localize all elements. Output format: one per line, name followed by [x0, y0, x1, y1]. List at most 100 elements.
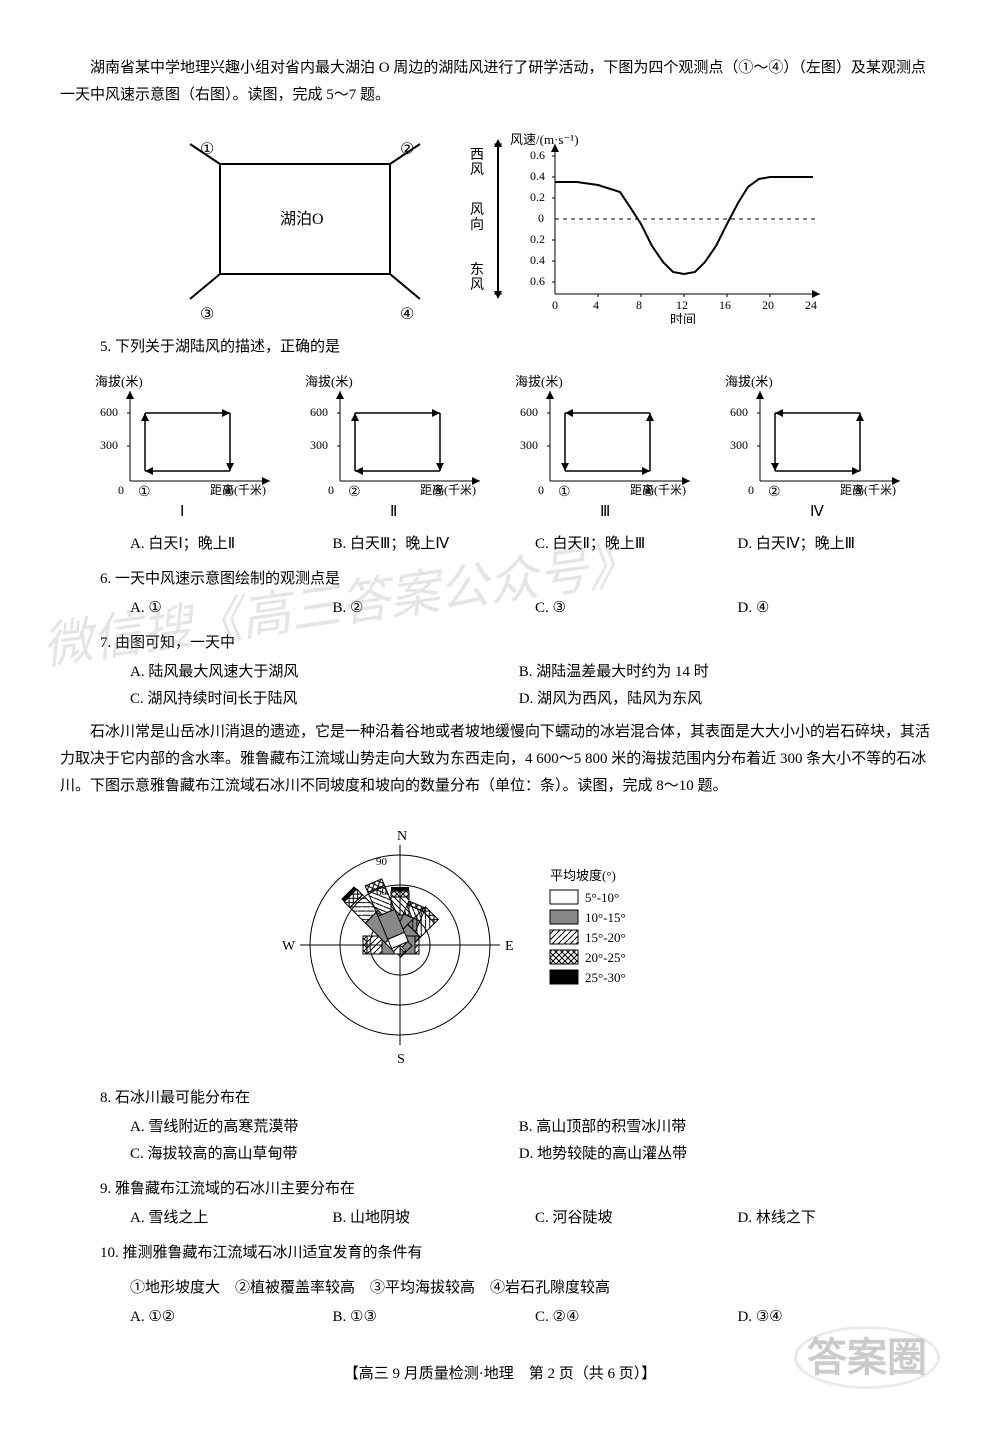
svg-text:600: 600 — [730, 405, 748, 419]
q5-D: D. 白天Ⅳ；晚上Ⅲ — [738, 531, 941, 558]
q7-D: D. 湖风为西风，陆风为东风 — [519, 686, 908, 713]
mini-chart-4: 海拔(米) 600 300 0 距离(千米) ② ③ Ⅳ — [720, 371, 910, 521]
lake-figure: ① ② ③ ④ 湖泊O — [160, 124, 440, 324]
svg-text:海拔(米): 海拔(米) — [305, 374, 353, 389]
q5-stem: 5. 下列关于湖陆风的描述，正确的是 — [100, 334, 940, 361]
q7-A: A. 陆风最大风速大于湖风 — [130, 659, 519, 686]
rose-figure: N E S W 30 60 90 — [250, 815, 750, 1075]
marker-1: ① — [200, 141, 214, 158]
rose-legend: 平均坡度(°) 5°-10° 10°-15° 15°-20° 20°-25° 2… — [550, 868, 626, 985]
svg-text:0: 0 — [118, 483, 124, 497]
wind-chart: 西 风 风 向 东 风 风速/(m·s⁻¹) 0.6 0.4 0.2 0 0.2… — [460, 124, 840, 324]
svg-text:0.6: 0.6 — [530, 274, 545, 288]
svg-text:25°-30°: 25°-30° — [585, 970, 626, 985]
y-ticks: 0.6 0.4 0.2 0 0.2 0.4 0.6 — [530, 148, 555, 288]
svg-text:12: 12 — [676, 298, 688, 312]
svg-text:10°-15°: 10°-15° — [585, 910, 626, 925]
q6-D: D. ④ — [738, 595, 941, 622]
svg-text:0: 0 — [538, 483, 544, 497]
svg-text:距离(千米): 距离(千米) — [840, 482, 896, 497]
q10-stem: 10. 推测雅鲁藏布江流域石冰川适宜发育的条件有 — [100, 1240, 940, 1267]
q5-C: C. 白天Ⅱ；晚上Ⅲ — [535, 531, 738, 558]
q10-sub: ①地形坡度大 ②植被覆盖率较高 ③平均海拔较高 ④岩石孔隙度较高 — [130, 1275, 940, 1302]
fig-row-2: N E S W 30 60 90 — [60, 815, 940, 1075]
q6-C: C. ③ — [535, 595, 738, 622]
q9-A: A. 雪线之上 — [130, 1205, 333, 1232]
q7-C: C. 湖风持续时间长于陆风 — [130, 686, 519, 713]
lake-label: 湖泊O — [280, 210, 324, 228]
y-mid: 风 — [470, 203, 484, 218]
q9-D: D. 林线之下 — [738, 1205, 941, 1232]
x-ticks: 0 4 8 12 16 20 24 — [552, 294, 817, 312]
svg-text:600: 600 — [310, 405, 328, 419]
q5-A: A. 白天Ⅰ；晚上Ⅱ — [130, 531, 333, 558]
svg-text:②: ② — [768, 485, 781, 500]
svg-text:0.2: 0.2 — [530, 190, 545, 204]
svg-text:8: 8 — [636, 298, 642, 312]
svg-text:5°-10°: 5°-10° — [585, 890, 619, 905]
svg-text:0.4: 0.4 — [530, 169, 545, 183]
svg-text:0: 0 — [538, 211, 544, 225]
mini-chart-3: 海拔(米) 600 300 0 距离(千米) ① ④ Ⅲ — [510, 371, 700, 521]
svg-text:平均坡度(°): 平均坡度(°) — [550, 868, 616, 883]
q5-B: B. 白天Ⅲ；晚上Ⅳ — [333, 531, 536, 558]
svg-text:W: W — [282, 939, 296, 954]
svg-text:S: S — [397, 1052, 405, 1067]
q6-options: A. ① B. ② C. ③ D. ④ — [130, 595, 940, 622]
svg-text:海拔(米): 海拔(米) — [725, 374, 773, 389]
q9-options: A. 雪线之上 B. 山地阴坡 C. 河谷陡坡 D. 林线之下 — [130, 1205, 940, 1232]
q10-B: B. ①③ — [333, 1304, 536, 1331]
q7-B: B. 湖陆温差最大时约为 14 时 — [519, 659, 908, 686]
mini-chart-2: 海拔(米) 600 300 0 距离(千米) ② ③ Ⅱ — [300, 371, 490, 521]
svg-text:N: N — [397, 829, 407, 844]
intro-text-2: 石冰川常是山岳冰川消退的遗迹，它是一种沿着谷地或者坡地缓慢向下蠕动的冰岩混合体，… — [60, 719, 940, 800]
svg-text:Ⅰ: Ⅰ — [180, 504, 184, 520]
svg-text:④: ④ — [642, 485, 655, 500]
q7-options: A. 陆风最大风速大于湖风 B. 湖陆温差最大时约为 14 时 C. 湖风持续时… — [130, 659, 940, 713]
svg-text:90: 90 — [376, 856, 388, 868]
svg-text:Ⅲ: Ⅲ — [600, 504, 610, 520]
svg-text:④: ④ — [222, 485, 235, 500]
svg-text:0.4: 0.4 — [530, 253, 545, 267]
svg-text:300: 300 — [310, 438, 328, 452]
svg-text:距离(千米): 距离(千米) — [630, 482, 686, 497]
q6-stem: 6. 一天中风速示意图绘制的观测点是 — [100, 566, 940, 593]
q10-A: A. ①② — [130, 1304, 333, 1331]
q9-B: B. 山地阴坡 — [333, 1205, 536, 1232]
svg-text:0: 0 — [328, 483, 334, 497]
marker-3: ③ — [200, 306, 214, 323]
svg-text:距离(千米): 距离(千米) — [420, 482, 476, 497]
intro-text-1: 湖南省某中学地理兴趣小组对省内最大湖泊 O 周边的湖陆风进行了研学活动，下图为四… — [60, 55, 940, 109]
q8-A: A. 雪线附近的高寒荒漠带 — [130, 1114, 519, 1141]
svg-text:4: 4 — [593, 298, 599, 312]
svg-text:300: 300 — [520, 438, 538, 452]
svg-text:E: E — [505, 939, 514, 954]
svg-text:距离(千米): 距离(千米) — [210, 482, 266, 497]
svg-text:②: ② — [348, 485, 361, 500]
svg-text:①: ① — [138, 485, 151, 500]
q5-charts: 海拔(米) 600 300 0 距离(千米) ① ④ Ⅰ 海拔(米) 600 3… — [60, 371, 940, 521]
svg-text:16: 16 — [719, 298, 731, 312]
svg-text:300: 300 — [100, 438, 118, 452]
q5-options: A. 白天Ⅰ；晚上Ⅱ B. 白天Ⅲ；晚上Ⅳ C. 白天Ⅱ；晚上Ⅲ D. 白天Ⅳ；… — [130, 531, 940, 558]
q9-C: C. 河谷陡坡 — [535, 1205, 738, 1232]
logo-watermark: 答案圈 — [794, 1322, 940, 1394]
q9-stem: 9. 雅鲁藏布江流域的石冰川主要分布在 — [100, 1176, 940, 1203]
mini-chart-1: 海拔(米) 600 300 0 距离(千米) ① ④ Ⅰ — [90, 371, 280, 521]
svg-text:③: ③ — [432, 485, 445, 500]
q8-C: C. 海拔较高的高山草甸带 — [130, 1141, 519, 1168]
svg-text:向: 向 — [470, 217, 484, 233]
y-bot: 东 — [470, 262, 484, 278]
q6-B: B. ② — [333, 595, 536, 622]
svg-text:③: ③ — [852, 485, 865, 500]
wind-curve — [555, 177, 813, 274]
svg-text:0.2: 0.2 — [530, 232, 545, 246]
svg-text:600: 600 — [520, 405, 538, 419]
svg-text:15°-20°: 15°-20° — [585, 930, 626, 945]
q7-stem: 7. 由图可知，一天中 — [100, 630, 940, 657]
svg-text:20: 20 — [762, 298, 774, 312]
marker-4: ④ — [400, 306, 414, 323]
svg-text:0.6: 0.6 — [530, 148, 545, 162]
svg-text:风: 风 — [470, 278, 484, 293]
svg-text:0: 0 — [552, 298, 558, 312]
